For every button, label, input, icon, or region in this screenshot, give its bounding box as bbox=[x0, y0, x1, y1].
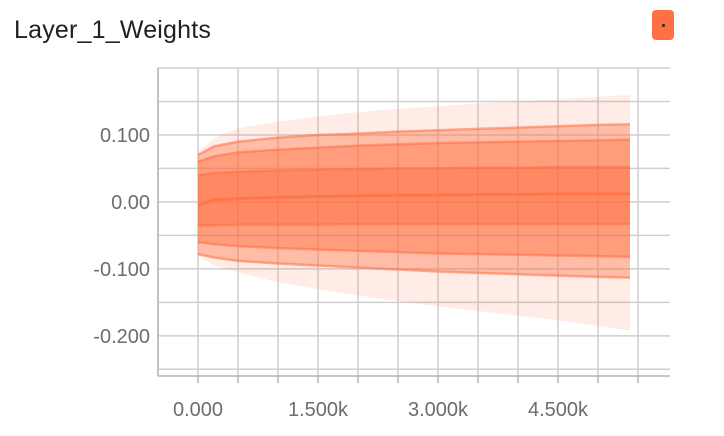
expand-icon bbox=[661, 23, 665, 27]
band-3-lower-edge bbox=[197, 240, 631, 259]
x-tick-labels: 0.000 1.500k 3.000k 4.500k bbox=[173, 399, 589, 421]
chart-title: Layer_1_Weights bbox=[14, 16, 212, 44]
band-2 bbox=[198, 124, 630, 278]
band-edges bbox=[197, 122, 631, 279]
axes bbox=[157, 68, 670, 383]
band-4-lower-edge bbox=[198, 222, 630, 227]
median-line bbox=[197, 192, 630, 207]
x-tick-label: 4.500k bbox=[528, 399, 589, 421]
x-tick-label: 3.000k bbox=[408, 399, 469, 421]
expand-button[interactable] bbox=[652, 10, 674, 40]
x-tick-label: 1.500k bbox=[288, 399, 349, 421]
x-tick-label: 0.000 bbox=[173, 399, 223, 421]
y-tick-label: 0.00 bbox=[111, 192, 150, 214]
band-3-upper-edge bbox=[197, 138, 631, 163]
y-tick-label: 0.100 bbox=[100, 125, 150, 147]
y-tick-labels: 0.100 0.00 -0.100 -0.200 bbox=[93, 125, 150, 348]
band-4-upper-edge bbox=[197, 165, 630, 177]
band-1 bbox=[198, 94, 630, 331]
y-tick-label: -0.200 bbox=[93, 326, 150, 348]
band-2-upper-edge bbox=[197, 122, 631, 157]
y-tick-label: -0.100 bbox=[93, 259, 150, 281]
band-2-lower-edge bbox=[197, 252, 631, 279]
